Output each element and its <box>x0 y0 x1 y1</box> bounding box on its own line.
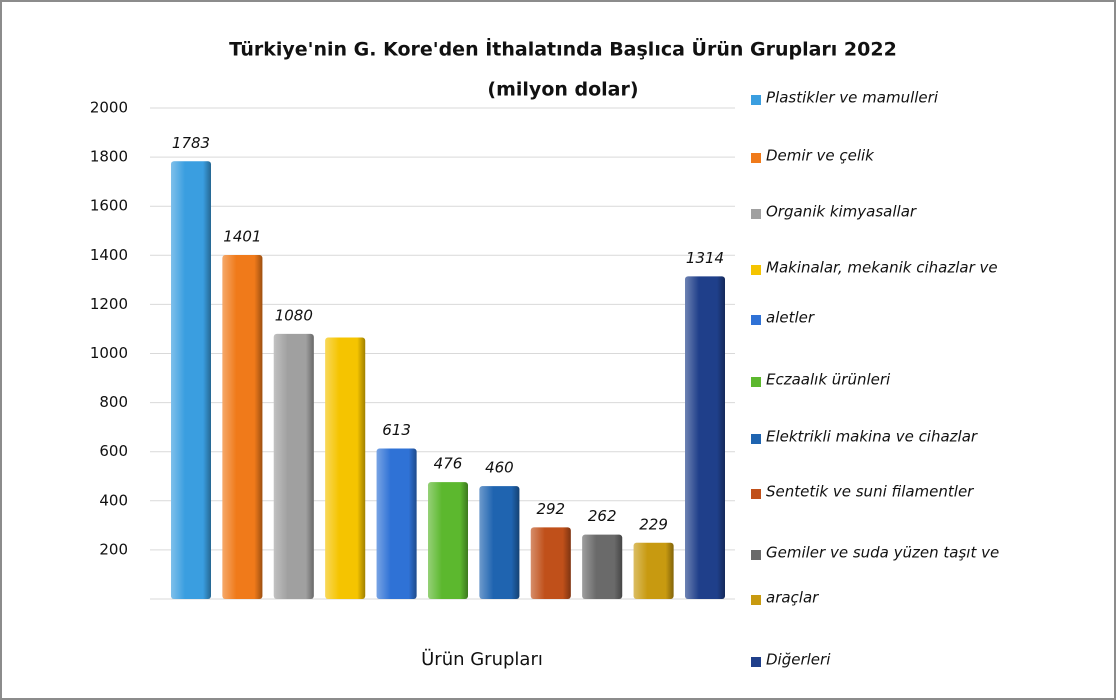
legend-label: Organik kimyasallar <box>766 203 917 221</box>
legend-label: Demir ve çelik <box>766 147 875 165</box>
legend-swatch <box>751 265 761 275</box>
legend-swatch <box>751 209 761 219</box>
legend-label: Diğerleri <box>766 651 831 669</box>
y-tick-label: 1800 <box>90 148 128 166</box>
legend-swatch <box>751 657 761 667</box>
bar-shading <box>222 255 263 599</box>
y-tick-label: 1400 <box>90 246 128 264</box>
data-label: 262 <box>588 507 617 525</box>
legend-swatch <box>751 595 761 605</box>
data-label: 229 <box>639 515 668 533</box>
legend-label: Elektrikli makina ve cihazlar <box>766 428 978 446</box>
legend-swatch <box>751 153 761 163</box>
data-label: 476 <box>434 455 463 473</box>
legend-label: Gemiler ve suda yüzen taşıt ve <box>766 544 999 562</box>
data-label: 1401 <box>223 228 261 246</box>
y-tick-label: 400 <box>99 491 128 509</box>
legend-swatch <box>751 315 761 325</box>
legend-label: Sentetik ve suni filamentler <box>766 483 974 501</box>
data-label: 613 <box>382 421 411 439</box>
data-label: 1783 <box>172 134 210 152</box>
bar-shading <box>171 161 211 599</box>
legend-label: araçlar <box>766 589 819 607</box>
chart-subtitle: (milyon dolar) <box>487 79 638 101</box>
bar-shading <box>428 482 468 599</box>
legend-swatch <box>751 434 761 444</box>
data-label: 1080 <box>275 306 313 324</box>
y-tick-label: 1600 <box>90 197 128 215</box>
bar-shading <box>325 337 366 599</box>
y-tick-label: 200 <box>99 540 128 558</box>
legend-label: aletler <box>766 309 815 327</box>
bar-shading <box>273 333 314 599</box>
bar-shading <box>582 534 623 599</box>
data-label: 460 <box>485 459 514 477</box>
legend-label: Plastikler ve mamulleri <box>766 89 939 107</box>
bar-shading <box>376 448 417 599</box>
bar-shading <box>633 542 674 599</box>
y-tick-label: 1000 <box>90 344 128 362</box>
legend-swatch <box>751 95 761 105</box>
x-axis-label: Ürün Grupları <box>421 648 543 670</box>
data-label: 1314 <box>686 249 724 267</box>
legend-swatch <box>751 550 761 560</box>
y-tick-label: 1200 <box>90 295 128 313</box>
data-label: 292 <box>536 500 565 518</box>
bar-shading <box>530 527 571 599</box>
legend-label: Makinalar, mekanik cihazlar ve <box>766 259 998 277</box>
legend-swatch <box>751 489 761 499</box>
chart-title: Türkiye'nin G. Kore'den İthalatında Başl… <box>229 37 897 61</box>
bar-shading <box>685 276 725 599</box>
y-tick-label: 2000 <box>90 99 128 117</box>
y-tick-label: 600 <box>99 442 128 460</box>
y-tick-label: 800 <box>99 393 128 411</box>
legend-swatch <box>751 377 761 387</box>
bar-shading <box>479 486 520 599</box>
legend-label: Eczaalık ürünleri <box>766 371 891 389</box>
